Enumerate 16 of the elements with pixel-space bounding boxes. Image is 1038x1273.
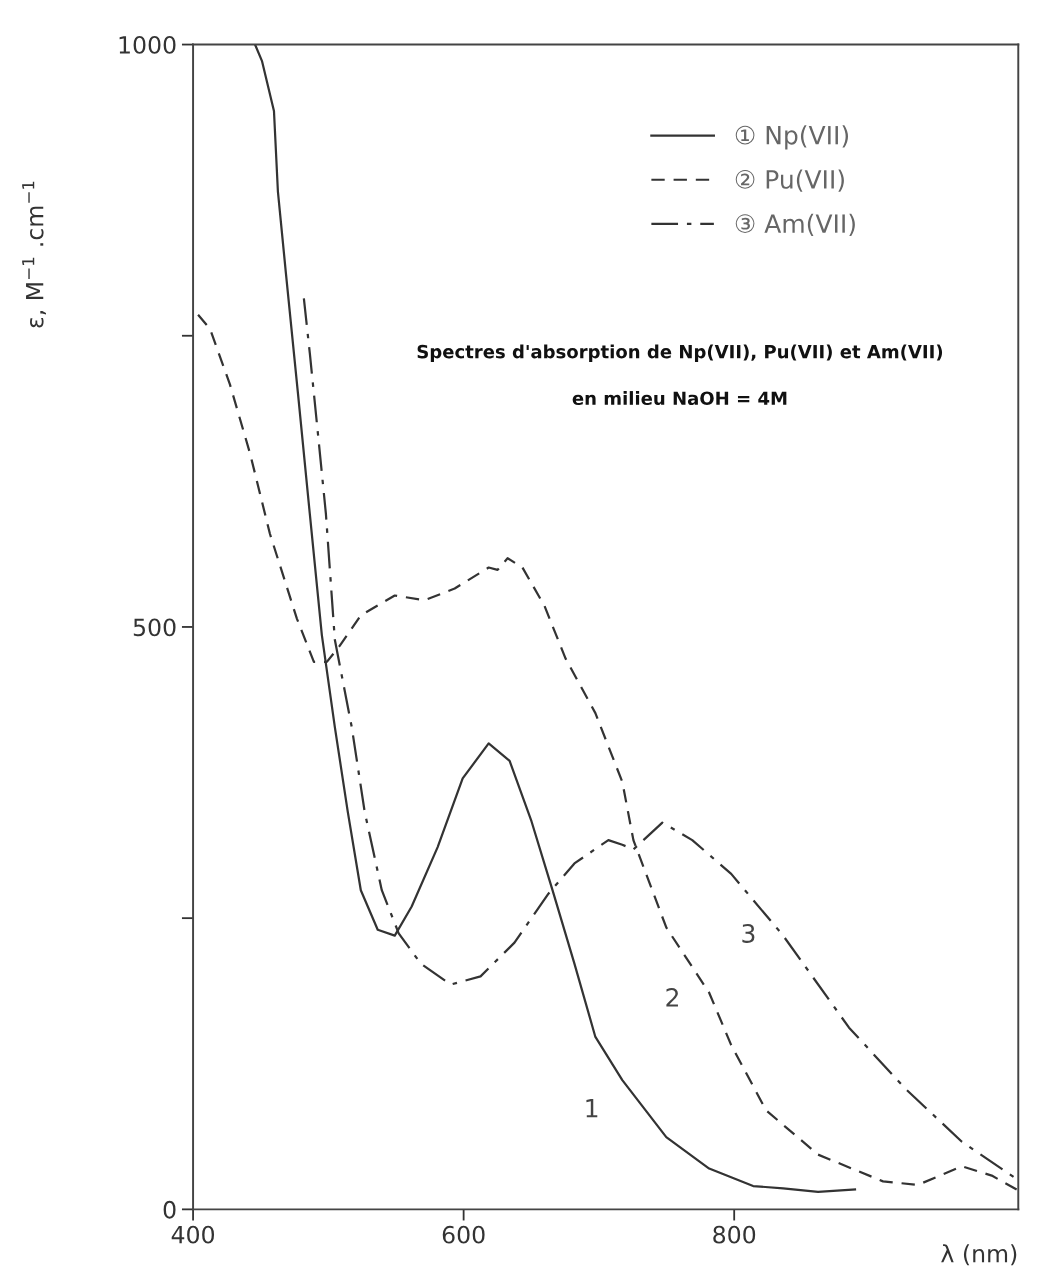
text: en milieu NaOH = 4M <box>572 391 787 406</box>
x-tick-label: 400 <box>171 1225 215 1244</box>
annotation: 2 <box>666 988 678 1007</box>
y-tick-label: 0 <box>163 1200 176 1219</box>
annotation: 3 <box>742 923 755 943</box>
text: Spectres d'absorption de Np(VII), Pu(VII) et Am(VII) <box>417 344 943 362</box>
y-tick-label: 1000 <box>119 36 176 54</box>
y-axis-title: ε, M$^{−1}$ .cm$^{−1}$ <box>22 181 46 328</box>
y-tick-label: 500 <box>133 618 176 637</box>
annotation: 1 <box>586 1099 598 1118</box>
legend-label: ③ Am(VII) <box>735 213 855 236</box>
x-axis-title: λ (nm) <box>941 1244 1017 1266</box>
legend-label: ② Pu(VII) <box>735 169 844 192</box>
x-tick-label: 600 <box>442 1225 485 1244</box>
legend-label: ① Np(VII) <box>735 125 849 150</box>
x-tick-label: 800 <box>713 1225 756 1244</box>
